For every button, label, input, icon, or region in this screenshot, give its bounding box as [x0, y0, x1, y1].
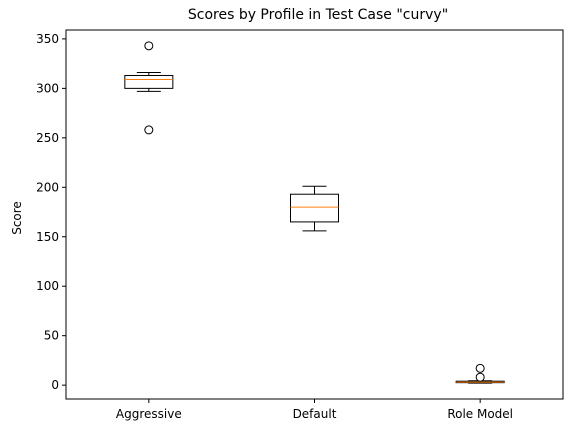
y-tick-label: 200 — [36, 180, 59, 194]
y-axis-label: Score — [10, 201, 24, 235]
box — [290, 193, 339, 223]
plot-area: 0 50 100 150 200 250 300 350 Aggressive Default Ro… — [36, 32, 513, 421]
x-tick-label: Role Model — [447, 407, 513, 421]
outlier-point — [475, 372, 485, 382]
box — [124, 75, 174, 89]
outlier-point — [475, 363, 485, 373]
x-tick-label: Aggressive — [116, 407, 182, 421]
y-tick-label: 300 — [36, 81, 59, 95]
x-tick-label: Default — [293, 407, 337, 421]
y-tick-label: 100 — [36, 279, 59, 293]
chart-title: Scores by Profile in Test Case "curvy" — [188, 7, 448, 23]
outlier-point — [144, 125, 154, 135]
y-tick-label: 350 — [36, 32, 59, 46]
y-tick-label: 50 — [44, 329, 59, 343]
plot-frame — [65, 29, 564, 400]
y-tick-label: 250 — [36, 131, 59, 145]
outlier-point — [144, 41, 154, 51]
y-tick-label: 150 — [36, 230, 59, 244]
y-tick-label: 0 — [51, 378, 59, 392]
